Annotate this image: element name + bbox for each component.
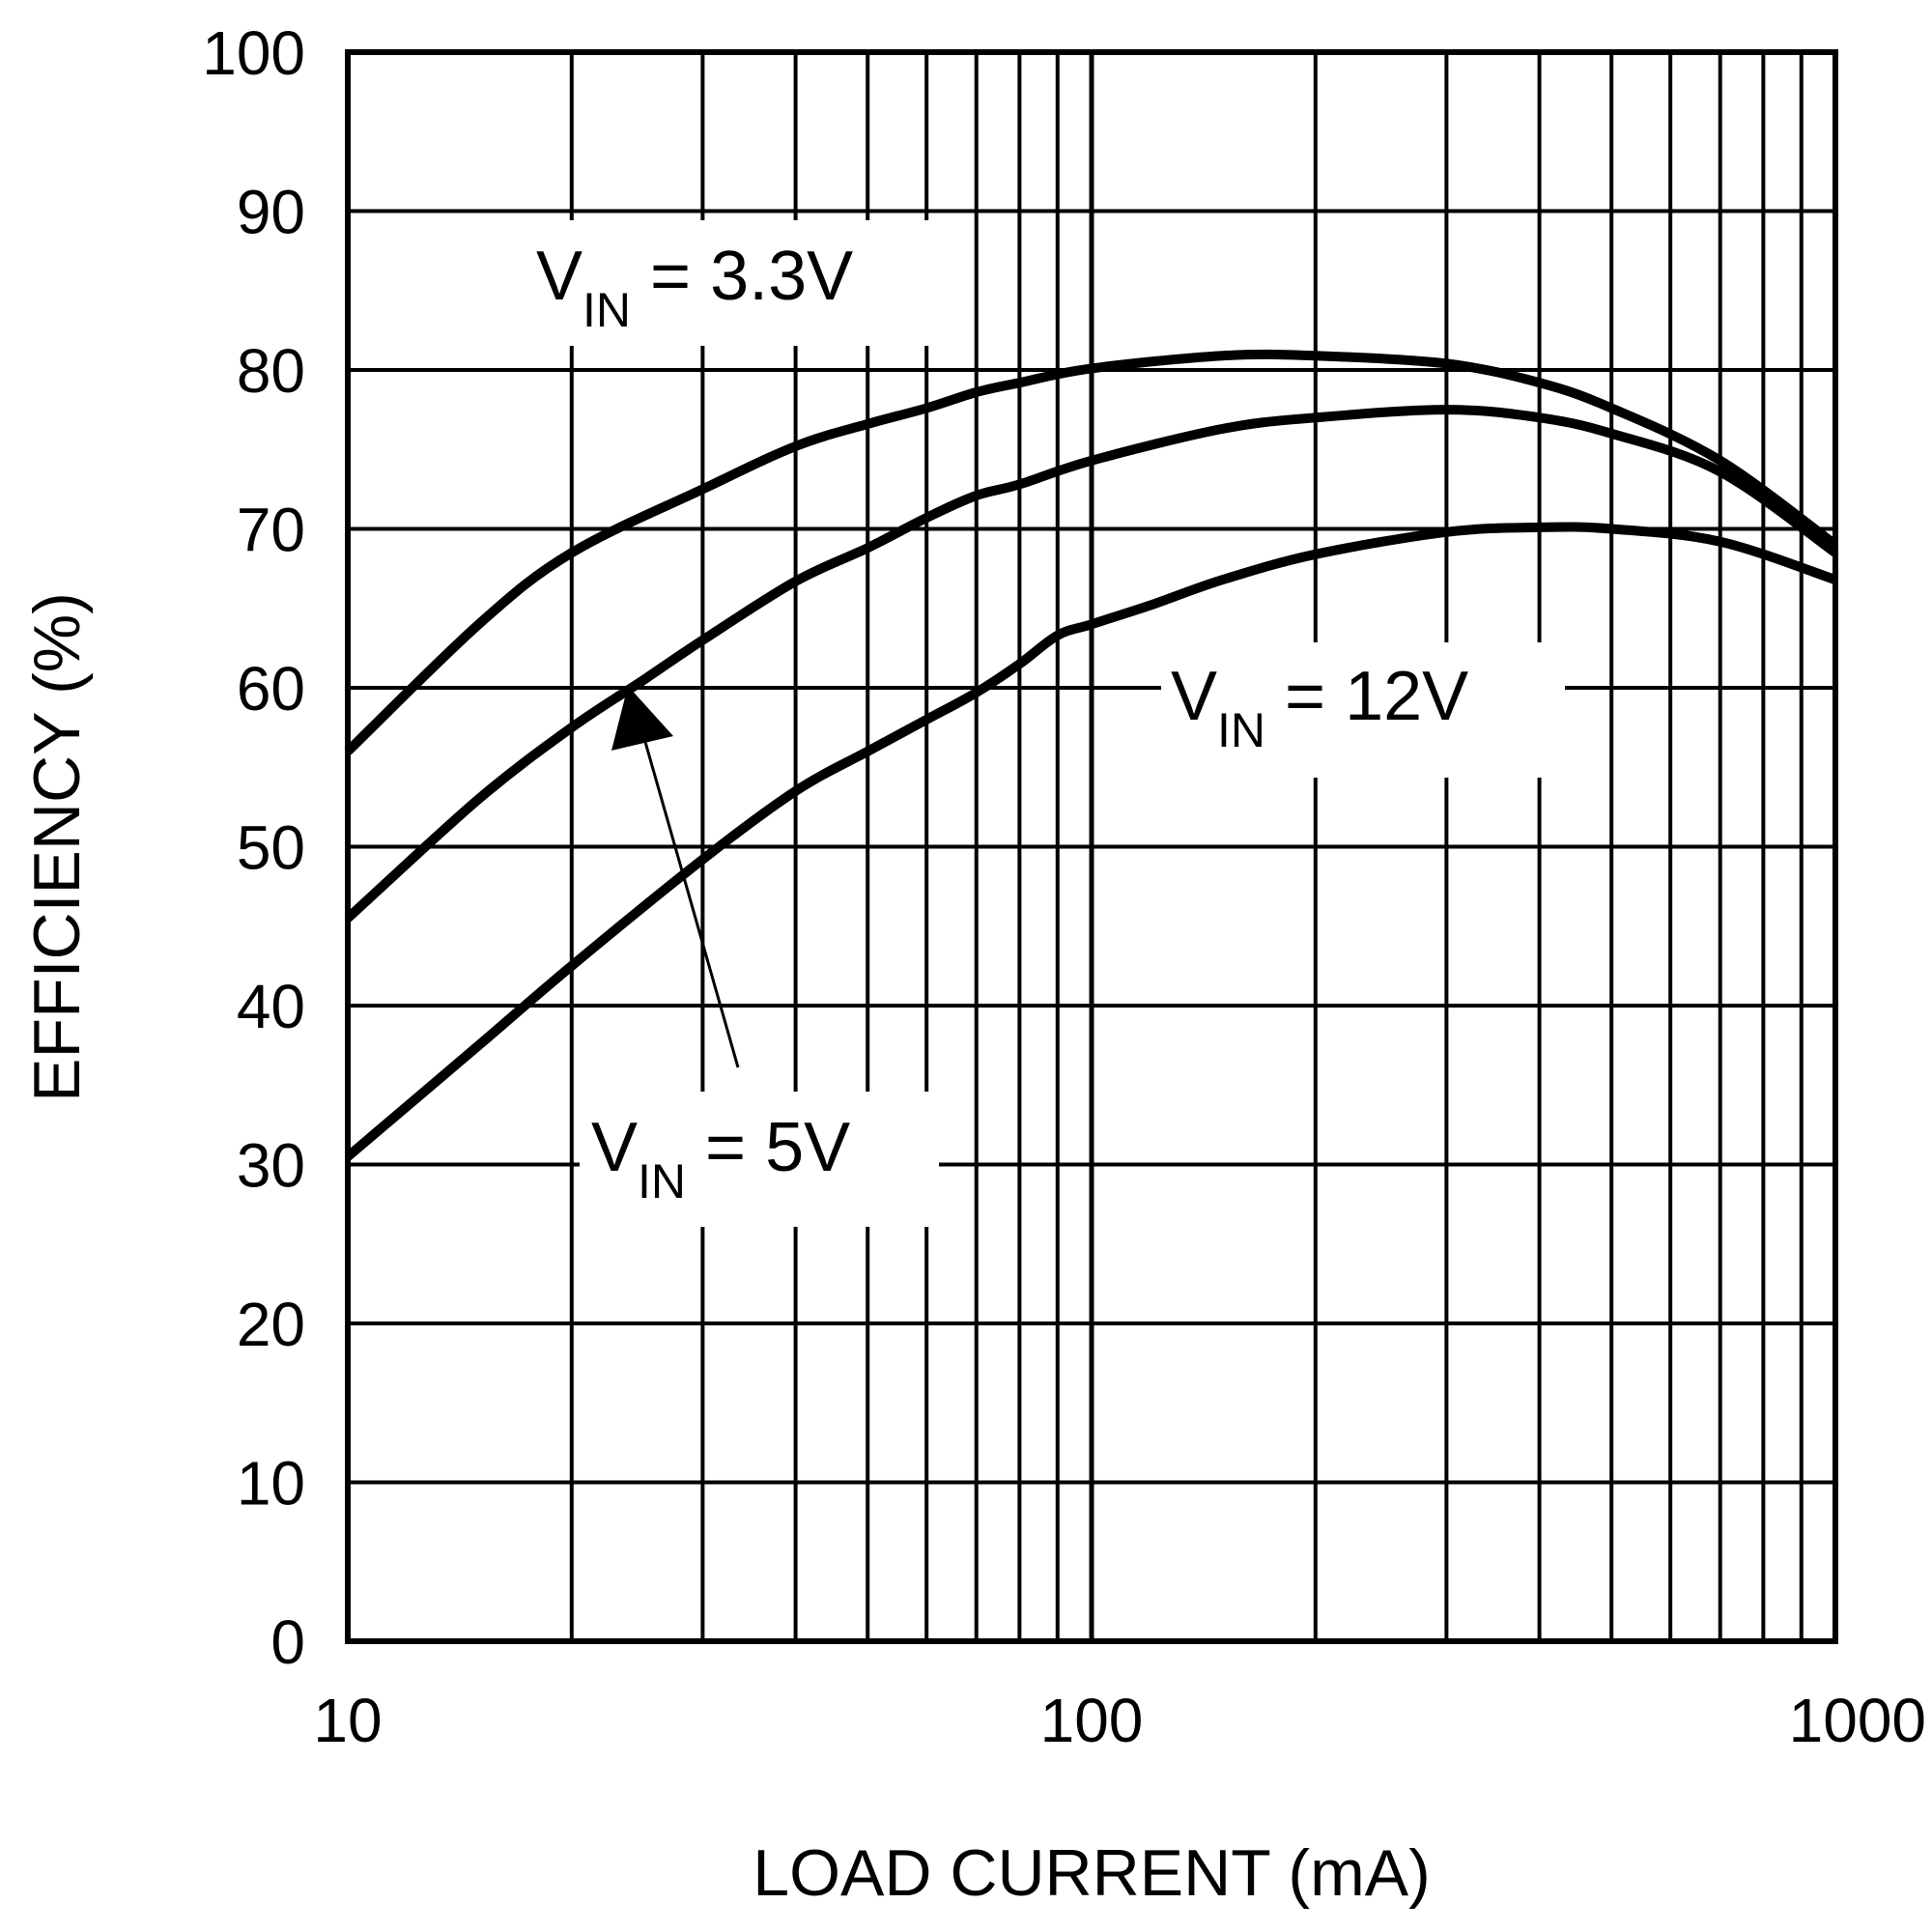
- y-tick-label: 50: [237, 813, 305, 883]
- y-tick-label: 90: [237, 178, 305, 247]
- vin33-label-background: [529, 220, 945, 346]
- series-line-0: [344, 349, 1838, 755]
- y-axis-title: EFFICIENCY (%): [20, 592, 94, 1102]
- y-tick-label: 100: [202, 18, 305, 88]
- x-tick-label: 100: [1040, 1686, 1144, 1755]
- y-tick-label: 0: [270, 1607, 305, 1677]
- vin5-annotation: VIN = 5V: [591, 1109, 850, 1208]
- annotation-backgrounds: [529, 220, 1565, 1227]
- y-tick-label: 80: [237, 336, 305, 406]
- y-tick-label: 70: [237, 496, 305, 565]
- vin5-pointer-line: [636, 714, 740, 1068]
- x-tick-label: 1000: [1789, 1686, 1926, 1755]
- y-tick-label: 10: [237, 1449, 305, 1519]
- grid-lines: [345, 50, 1838, 1643]
- series-line-1: [344, 405, 1838, 923]
- vin12-annotation: VIN = 12V: [1171, 658, 1468, 757]
- series-line-2: [344, 522, 1837, 1161]
- x-axis-title: LOAD CURRENT (mA): [753, 1836, 1430, 1910]
- y-tick-label: 40: [237, 972, 305, 1041]
- vin12-label-background: [1161, 642, 1565, 778]
- x-tick-label: 10: [313, 1686, 382, 1755]
- plot-frame: [345, 49, 1838, 1644]
- vin33-annotation: VIN = 3.3V: [536, 238, 853, 337]
- x-tick-labels: 10 100 1000: [313, 1686, 1926, 1755]
- vin5-pointer-arrowhead: [611, 686, 673, 751]
- y-tick-label: 30: [237, 1131, 305, 1201]
- vin5-label-background: [580, 1092, 939, 1227]
- series-curves: [344, 349, 1838, 1161]
- y-tick-labels: 0 10 20 30 40 50 60 70 80 90 100: [202, 18, 305, 1677]
- y-tick-label: 60: [237, 654, 305, 724]
- y-tick-label: 20: [237, 1290, 305, 1359]
- vin5-pointer-arrow: [611, 686, 740, 1068]
